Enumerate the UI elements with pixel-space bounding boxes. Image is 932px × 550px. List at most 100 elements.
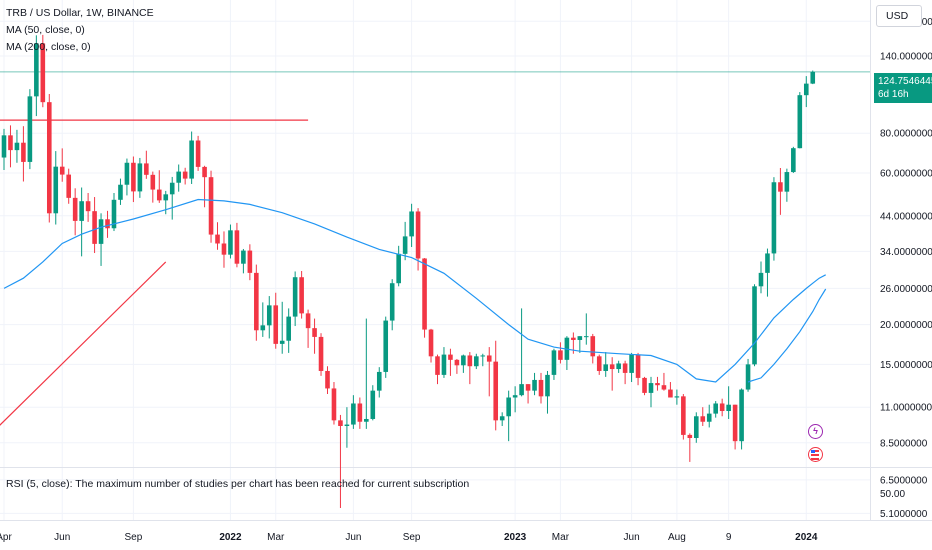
price-tick-label: 15.0000000	[880, 360, 932, 371]
price-tick-label: 60.0000000	[880, 168, 932, 179]
candle-up	[803, 83, 809, 96]
time-tick-label: 9	[726, 532, 732, 543]
candle-up	[551, 350, 557, 375]
candle-up	[603, 364, 609, 371]
candle-up	[34, 43, 39, 97]
candle-up	[797, 95, 803, 149]
candle-down	[668, 389, 673, 398]
candle-down	[635, 354, 641, 378]
candle-down	[687, 434, 693, 439]
lightning-icon[interactable]: ϟ	[808, 424, 823, 439]
candle-down	[596, 356, 602, 371]
candle-up	[499, 416, 505, 421]
price-tick-label: 80.0000000	[880, 129, 932, 140]
candle-up	[1, 135, 7, 158]
trend-line-drawing[interactable]	[0, 261, 167, 428]
legend-symbol[interactable]: TRB / US Dollar, 1W, BINANCE	[6, 7, 154, 19]
candle-down	[299, 277, 304, 314]
candle-down	[66, 174, 71, 198]
time-tick-label: Mar	[552, 532, 570, 543]
drawings-layer[interactable]	[0, 119, 309, 428]
price-tick-label: 26.0000000	[880, 284, 932, 295]
rsi-limit-message: RSI (5, close): The maximum number of st…	[6, 478, 470, 490]
candle-down	[486, 355, 492, 362]
candle-up	[228, 230, 233, 255]
candle-up	[726, 404, 731, 412]
candle-up	[577, 336, 583, 340]
candle-down	[338, 420, 343, 426]
candle-up	[241, 250, 246, 264]
time-tick-label: Jun	[624, 532, 640, 543]
price-tick-label: 11.0000000	[880, 403, 932, 414]
candle-down	[558, 350, 563, 360]
candle-down	[273, 305, 279, 344]
time-tick-label: Sep	[403, 532, 421, 543]
moving-averages-layer	[3, 198, 827, 383]
candle-down	[59, 166, 65, 175]
time-axis[interactable]: Apr Jun Sep 2022 Mar Jun Sep 2023 Mar Jun Aug 9 2024	[0, 532, 818, 543]
candle-down	[247, 250, 253, 273]
candle-up	[409, 211, 414, 237]
candle-up	[745, 364, 751, 390]
time-tick-label: 2024	[795, 532, 818, 543]
candle-up	[545, 374, 550, 397]
candle-down	[182, 171, 188, 179]
candle-up	[118, 184, 123, 200]
candle-down	[609, 364, 615, 370]
candle-up	[584, 336, 589, 338]
us-flag-icon[interactable]	[808, 447, 823, 462]
price-axis[interactable]: 180.0000000140.000000080.000000060.00000…	[880, 17, 932, 520]
candle-up	[402, 236, 408, 254]
candle-up	[176, 171, 181, 183]
candle-down	[150, 174, 156, 190]
candle-down	[254, 272, 259, 331]
legend-ma50[interactable]: MA (50, close, 0)	[6, 24, 85, 36]
candle-up	[79, 201, 84, 221]
candle-up	[739, 389, 744, 442]
candle-up	[616, 363, 621, 370]
candle-up	[351, 403, 356, 425]
price-tick-label: 5.1000000	[880, 509, 928, 520]
candle-down	[305, 313, 311, 329]
price-tick-label: 44.0000000	[880, 211, 932, 222]
candle-down	[590, 336, 596, 357]
candle-up	[27, 96, 33, 162]
candle-down	[46, 102, 52, 214]
candle-up	[629, 354, 634, 373]
candle-up	[752, 286, 757, 365]
legend-ma200[interactable]: MA (200, close, 0)	[6, 41, 91, 53]
candle-down	[655, 383, 660, 386]
candle-down	[622, 363, 628, 373]
candle-up	[480, 355, 486, 357]
candle-down	[131, 162, 136, 192]
candle-down	[681, 396, 686, 435]
candle-up	[14, 142, 20, 151]
candle-up	[370, 390, 376, 419]
candle-up	[706, 413, 712, 422]
last-price-value: 124.7546445	[878, 76, 932, 87]
price-tick-label: 34.0000000	[880, 247, 932, 258]
candle-up	[189, 140, 194, 179]
candle-down	[732, 404, 738, 442]
candle-down	[428, 329, 434, 357]
time-tick-label: Apr	[0, 532, 12, 543]
candle-down	[778, 182, 783, 192]
candle-up	[532, 379, 537, 391]
candle-down	[357, 403, 363, 422]
candle-down	[21, 142, 26, 162]
candle-up	[292, 277, 298, 317]
time-tick-label: Aug	[668, 532, 686, 543]
candle-up	[519, 384, 524, 396]
candle-up	[674, 396, 680, 398]
candle-up	[512, 395, 518, 398]
price-tick-label: 8.5000000	[880, 438, 928, 449]
time-tick-label: Sep	[125, 532, 143, 543]
candle-up	[693, 416, 699, 439]
currency-selector[interactable]: USD	[876, 5, 922, 27]
candle-up	[791, 148, 796, 173]
price-tick-label: 20.0000000	[880, 320, 932, 331]
candle-up	[169, 182, 175, 195]
time-tick-label: Jun	[54, 532, 70, 543]
candle-up	[784, 172, 790, 192]
